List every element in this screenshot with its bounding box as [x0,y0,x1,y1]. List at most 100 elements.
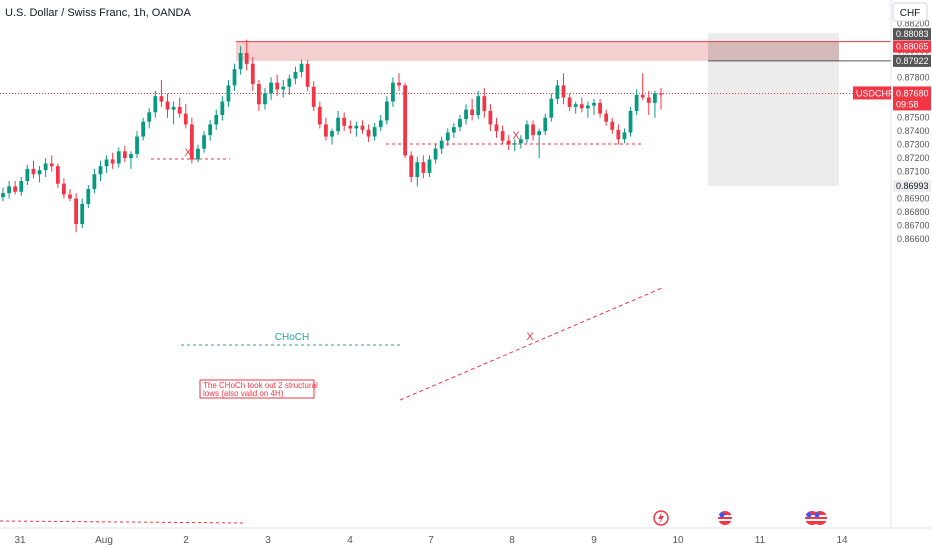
candle [653,90,657,118]
candle [49,155,54,172]
candle [330,128,334,145]
candle [610,117,615,134]
candle [317,101,322,129]
note-line-2: lows (also valid on 4H) [203,389,284,398]
candle [226,79,231,107]
candle [622,128,627,144]
candle [561,73,566,105]
candle [433,144,438,164]
candle [458,114,462,132]
time-tick-label: 10 [672,535,684,546]
bottom-dashed-line [0,520,247,524]
candle [257,79,261,111]
candle [659,88,663,110]
candle [378,114,383,132]
candle [275,74,280,97]
candle [171,101,176,125]
candle [55,163,60,188]
price-tag: 0.86993 [893,179,931,192]
candle [159,79,164,107]
candle [250,57,255,91]
candle [74,193,78,233]
candle [165,93,170,118]
candle [579,97,584,113]
candle [104,155,109,173]
price-tick-label: 0.86900 [897,194,930,204]
candle [122,145,127,163]
candle [506,135,511,151]
candle [464,104,468,125]
candle [342,112,347,132]
currency-button[interactable]: CHF [892,2,928,22]
candle [336,110,340,136]
price-tag: 0.87922 [893,54,931,67]
candle [202,131,206,153]
candle [403,82,407,159]
candle [80,198,85,229]
price-tick-label: 0.86700 [897,220,930,230]
candle [415,156,420,187]
time-tick-label: 11 [755,535,766,546]
candle [488,104,493,132]
candle [110,152,115,169]
candle [86,185,91,208]
candle [311,81,316,111]
candle [494,117,499,138]
time-tick-label: 14 [836,535,848,546]
trend-line [399,287,663,401]
note-box: The CHoCh took out 2 structural lows (al… [199,379,318,399]
candle [592,98,596,115]
us-flag-event-icon[interactable] [718,511,732,525]
time-tick-label: Aug [95,535,113,546]
price-tick-label: 0.86600 [897,234,930,244]
choch-label: CHoCH [275,332,309,343]
current-price-value: 0.87680 [896,88,929,98]
candle [324,117,328,141]
time-axis[interactable]: 31 Aug 2 3 4 7 8 9 10 11 14 [14,535,848,546]
candle [525,120,529,144]
candle [43,158,48,177]
flash-event-icon[interactable] [653,510,669,526]
currency-button-frame[interactable] [892,2,928,22]
candle [92,168,97,194]
candle [366,124,371,142]
candle [586,101,590,118]
candle [214,109,219,130]
price-tick-label: 0.87100 [897,167,930,177]
svg-text:0.87922: 0.87922 [896,56,929,66]
us-flag-event-icon[interactable] [813,511,827,525]
candle [299,59,304,78]
candle [549,93,554,122]
candle [482,88,487,118]
candle [208,120,213,141]
candle [183,104,188,129]
time-tick-label: 3 [265,535,271,546]
note-line-1: The CHoCh took out 2 structural [203,381,318,390]
structure-label-1: X [184,147,192,159]
candle [354,121,359,137]
candle [196,144,200,163]
price-tick-label: 0.87400 [897,126,930,136]
candle [555,79,560,105]
candle [37,166,42,183]
chart-title: U.S. Dollar / Swiss Franc, 1h, OANDA [5,7,191,19]
candle [500,125,505,145]
price-tick-label: 0.88200 [897,18,930,28]
candle [147,108,152,129]
candle [397,73,401,91]
candle [13,180,18,195]
candle [360,120,365,134]
candle [421,155,426,179]
price-tick-label: 0.87800 [897,72,930,82]
candle [634,89,639,115]
supply-zone [236,41,839,61]
candle [287,74,292,95]
price-tag: 0.88083 [893,28,931,41]
candle [646,90,651,115]
candle [293,66,298,85]
candle [348,120,353,134]
currency-button-label[interactable]: CHF [900,8,921,19]
candles-layer [1,39,663,233]
